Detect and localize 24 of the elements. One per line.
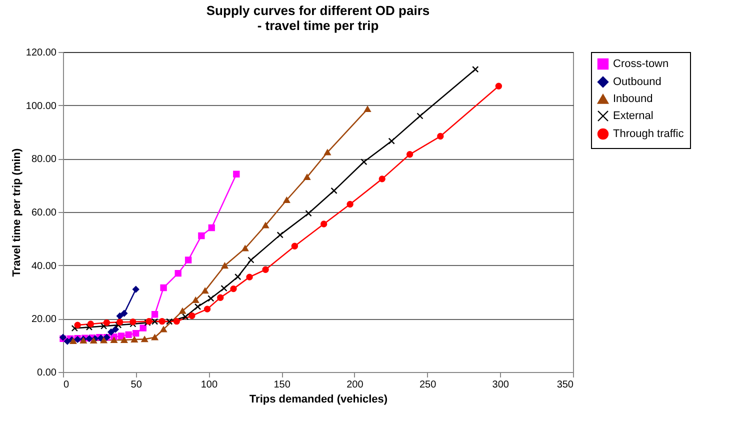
x-tick-label: 50 (130, 380, 142, 390)
x-tick-label: 350 (556, 380, 574, 390)
y-tick-label: 20.00 (31, 314, 57, 326)
legend-label: Outbound (613, 76, 662, 88)
legend-label: Inbound (613, 93, 653, 105)
legend-label: Through traffic (613, 128, 684, 140)
x-tick-label: 250 (419, 380, 437, 390)
x-tick-label: 150 (274, 380, 291, 390)
x-tick-label: 300 (492, 380, 510, 390)
y-tick-label: 60.00 (31, 208, 57, 218)
x-axis-title: Trips demanded (vehicles) (249, 394, 388, 406)
x-tick-label: 100 (200, 380, 218, 390)
x-tick-label: 200 (346, 380, 364, 390)
text: - travel time per trip (257, 18, 379, 33)
y-tick-label: 100.00 (26, 100, 57, 112)
y-tick-label: 120.00 (26, 48, 57, 58)
y-tick-label: 40.00 (31, 260, 57, 272)
legend-label: External (613, 110, 654, 122)
text: Supply curves for different OD pairs (206, 3, 430, 18)
legend-label: Cross-town (613, 58, 669, 70)
y-axis-title: Travel time per trip (min) (10, 148, 23, 277)
y-tick-label: 80.00 (31, 154, 57, 166)
y-tick-label: 0.00 (37, 368, 57, 378)
x-tick-label: 0 (64, 380, 70, 390)
